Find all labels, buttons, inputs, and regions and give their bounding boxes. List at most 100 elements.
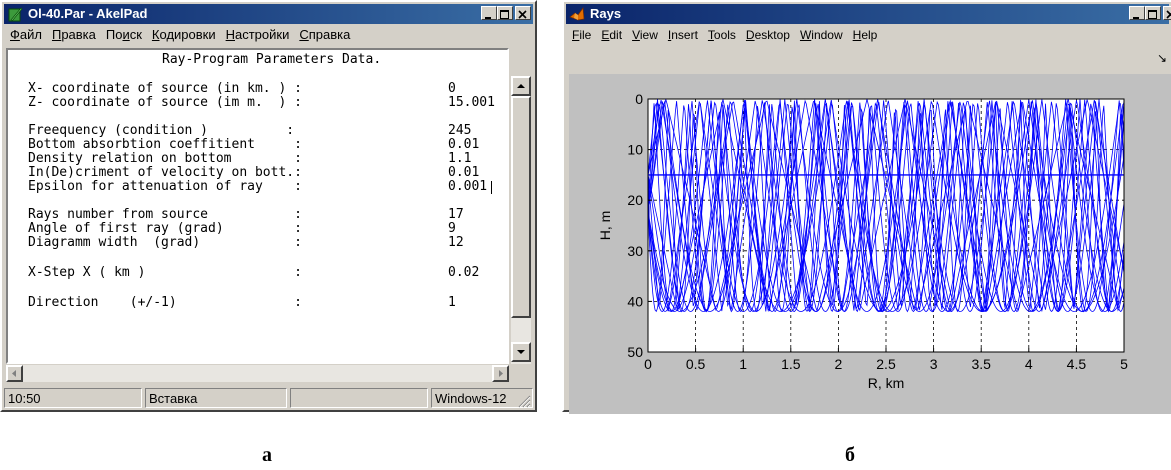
param-value: 15.001 [448, 95, 495, 110]
param-value: 0.001 [448, 179, 488, 194]
param-value: 0 [448, 81, 456, 96]
param-label: X-Step X ( km ) : [28, 265, 302, 280]
param-label: In(De)criment of velocity on bott.: [28, 165, 302, 180]
scroll-up-button[interactable] [511, 76, 531, 96]
close-icon [518, 10, 527, 19]
ray-path [648, 99, 1124, 312]
minimize-button[interactable] [481, 6, 497, 20]
akelpad-menu-4[interactable]: Настройки [225, 27, 290, 42]
x-tick-label: 0 [644, 356, 652, 372]
ray-path [648, 99, 1124, 312]
close-button[interactable] [1163, 6, 1171, 20]
akelpad-menu-5[interactable]: Справка [299, 27, 351, 42]
y-tick-label: 0 [635, 91, 643, 107]
akelpad-window: Ol-40.Par - AkelPad Файл Правка Поиск Кодир… [0, 0, 537, 412]
ray-path [648, 99, 1124, 312]
param-label: Freequency (condition ) : [28, 123, 295, 138]
resize-grip-icon[interactable] [517, 394, 531, 408]
rays-menu-2[interactable]: View [632, 28, 658, 42]
ray-path [648, 99, 1124, 312]
y-tick-label: 10 [627, 142, 643, 158]
y-tick-label: 50 [627, 344, 643, 360]
param-label: Angle of first ray (grad) : [28, 221, 302, 236]
x-tick-label: 1 [739, 356, 747, 372]
param-label: Z- coordinate of source (im m. ) : [28, 95, 302, 110]
minimize-icon [1133, 17, 1139, 19]
ray-path [648, 99, 1124, 310]
scroll-right-button[interactable] [492, 365, 509, 382]
close-button[interactable] [515, 6, 531, 20]
scroll-down-button[interactable] [511, 342, 531, 362]
window-title: Ol-40.Par - AkelPad [28, 6, 148, 21]
param-value: 0.01 [448, 165, 480, 180]
y-axis-label: H, m [597, 211, 613, 241]
maximize-button[interactable] [1145, 6, 1161, 20]
akelpad-menubar: Файл Правка Поиск Кодировки Настройки Справка [4, 25, 533, 45]
minimize-button[interactable] [1129, 6, 1145, 20]
matlab-icon [569, 7, 585, 21]
minimize-icon [485, 17, 491, 19]
vertical-scrollbar[interactable] [511, 76, 531, 364]
x-tick-label: 1.5 [781, 356, 801, 372]
toolbar-arrow-icon[interactable]: ↘ [1156, 51, 1167, 65]
ray-path [648, 101, 1124, 312]
arrow-right-icon [499, 370, 503, 377]
param-label: Epsilon for attenuation of ray : [28, 179, 302, 194]
scroll-left-button[interactable] [6, 365, 23, 382]
text-caret [491, 181, 492, 194]
arrow-up-icon [517, 84, 525, 88]
akelpad-menu-3[interactable]: Кодировки [151, 27, 216, 42]
rays-menubar: File Edit View Insert Tools Desktop Window Help [566, 25, 1169, 45]
rays-menu-3[interactable]: Insert [667, 28, 698, 42]
param-label: Density relation on bottom : [28, 151, 302, 166]
scroll-thumb[interactable] [511, 96, 531, 318]
notepad-icon [8, 7, 23, 22]
arrow-down-icon [517, 350, 525, 354]
x-tick-label: 5 [1120, 356, 1128, 372]
rays-titlebar[interactable]: Rays [566, 4, 1171, 24]
rays-menu-1[interactable]: Edit [601, 28, 623, 42]
param-label: Rays number from source : [28, 207, 302, 222]
x-tick-label: 4.5 [1067, 356, 1087, 372]
ray-path [648, 99, 1124, 312]
status-encoding: Windows-12 [431, 388, 533, 408]
y-tick-label: 30 [627, 243, 643, 259]
x-tick-label: 0.5 [686, 356, 706, 372]
y-tick-label: 20 [627, 192, 643, 208]
param-value: 17 [448, 207, 464, 222]
ray-path [648, 99, 1124, 312]
ray-path [648, 99, 1124, 312]
text-editor[interactable]: Ray-Program Parameters Data. X- coordina… [6, 48, 509, 364]
param-value: 9 [448, 221, 456, 236]
horizontal-scrollbar[interactable] [6, 365, 509, 382]
ray-path [648, 99, 1124, 312]
param-value: 245 [448, 123, 472, 138]
x-tick-label: 3.5 [971, 356, 991, 372]
arrow-left-icon [12, 370, 16, 377]
akelpad-titlebar[interactable]: Ol-40.Par - AkelPad [4, 4, 533, 24]
status-blank [290, 388, 428, 408]
rays-menu-6[interactable]: Window [799, 28, 843, 42]
akelpad-menu-2[interactable]: Поиск [105, 27, 142, 42]
y-tick-label: 40 [627, 293, 643, 309]
caption-right: б [845, 444, 855, 466]
rays-menu-4[interactable]: Tools [707, 28, 736, 42]
ray-path [648, 99, 1124, 312]
rays-menu-0[interactable]: File [572, 28, 592, 42]
param-label: Diagramm width (grad) : [28, 235, 302, 250]
param-value: 0.02 [448, 265, 480, 280]
window-title: Rays [590, 6, 622, 21]
param-value: 1 [448, 295, 456, 310]
maximize-icon [1148, 10, 1157, 19]
rays-menu-5[interactable]: Desktop [745, 28, 790, 42]
akelpad-menu-0[interactable]: Файл [10, 27, 42, 42]
rays-menu-7[interactable]: Help [852, 28, 878, 42]
akelpad-menu-1[interactable]: Правка [51, 27, 96, 42]
x-tick-label: 2.5 [876, 356, 896, 372]
param-label: Bottom absorbtion coeffitient : [28, 137, 302, 152]
param-label: Direction (+/-1) : [28, 295, 302, 310]
maximize-button[interactable] [497, 6, 513, 20]
figure-canvas: 0 0.5 1 1.5 2 2.5 3 3.5 4 4.5 5 0 10 20 30 40 50 R, km H, … [569, 74, 1171, 414]
param-value: 12 [448, 235, 464, 250]
